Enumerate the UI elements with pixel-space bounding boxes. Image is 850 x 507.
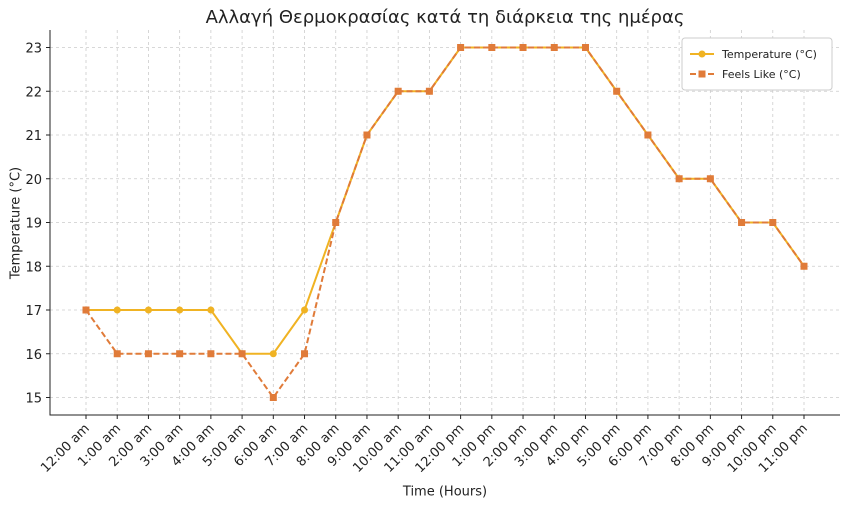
y-tick-label: 17	[25, 304, 42, 319]
data-point	[269, 394, 277, 401]
data-point	[301, 306, 309, 314]
data-point	[550, 44, 558, 51]
data-point	[675, 175, 683, 183]
data-point	[176, 306, 184, 314]
x-axis-label: Time (Hours)	[402, 485, 487, 500]
data-point	[144, 350, 152, 358]
data-point	[144, 306, 152, 314]
legend-label: Temperature (°C)	[721, 48, 817, 61]
data-point	[332, 219, 340, 226]
legend-box	[681, 37, 833, 91]
y-tick-label: 20	[25, 173, 42, 188]
y-tick-label: 21	[25, 129, 42, 144]
data-point	[207, 350, 215, 358]
data-point	[613, 87, 621, 95]
legend-label: Feels Like (°C)	[722, 68, 801, 81]
y-tick-label: 15	[25, 392, 42, 407]
y-tick-label: 16	[25, 348, 42, 363]
data-point	[82, 306, 90, 314]
y-tick-label: 18	[25, 260, 42, 275]
legend-marker	[698, 50, 706, 58]
data-point	[394, 87, 402, 95]
y-axis-label: Temperature (°C)	[9, 167, 24, 280]
data-point	[113, 306, 121, 314]
data-point	[207, 306, 215, 314]
data-point	[457, 44, 465, 51]
chart-title: Αλλαγή Θερμοκρασίας κατά τη διάρκεια της…	[206, 7, 685, 28]
series-line	[85, 46, 805, 400]
legend-marker	[698, 70, 706, 78]
data-point	[581, 44, 589, 51]
y-tick-label: 22	[25, 85, 42, 100]
data-point	[644, 131, 652, 139]
data-point	[519, 44, 527, 51]
data-point	[176, 350, 184, 358]
data-point	[363, 131, 371, 139]
y-tick-label: 19	[25, 217, 42, 232]
data-point	[113, 350, 121, 358]
data-point	[738, 219, 746, 226]
data-point	[425, 87, 433, 95]
data-point	[769, 219, 777, 226]
data-point	[800, 262, 808, 270]
data-point	[706, 175, 714, 183]
data-point	[238, 350, 246, 358]
data-point	[269, 350, 277, 358]
data-point	[301, 350, 309, 358]
data-point	[488, 44, 496, 51]
axes	[49, 30, 840, 416]
series-line	[86, 46, 805, 355]
y-tick-label: 23	[25, 42, 42, 57]
